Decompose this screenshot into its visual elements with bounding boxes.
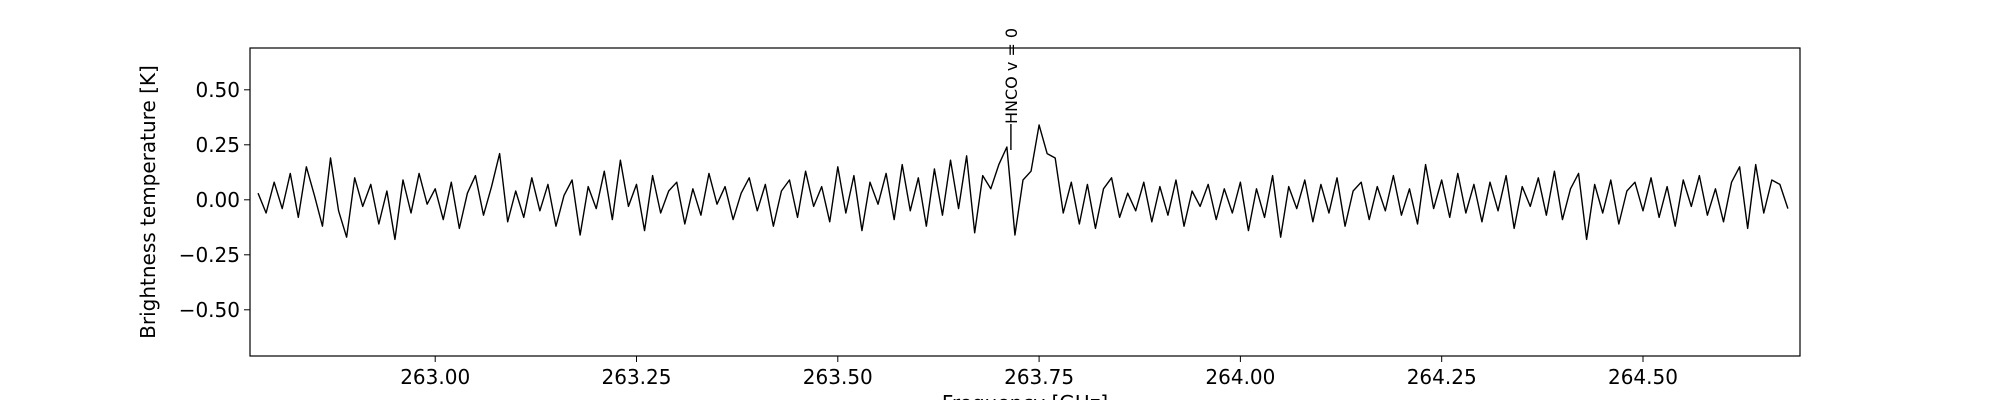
x-tick-label: 263.00 xyxy=(400,365,470,389)
spectrum-line xyxy=(257,124,1789,241)
x-tick-label: 263.25 xyxy=(602,365,672,389)
y-tick-label: 0.00 xyxy=(195,188,240,212)
x-tick-label: 264.50 xyxy=(1608,365,1678,389)
y-tick-label: −0.25 xyxy=(179,243,240,267)
y-tick-label: 0.50 xyxy=(195,78,240,102)
x-tick-label: 263.50 xyxy=(803,365,873,389)
y-tick-label: 0.25 xyxy=(195,133,240,157)
y-tick-label: −0.50 xyxy=(179,298,240,322)
y-axis-label: Brightness temperature [K] xyxy=(136,65,160,339)
plot-frame xyxy=(249,47,1801,357)
x-tick-label: 264.25 xyxy=(1407,365,1477,389)
x-tick-label: 264.00 xyxy=(1205,365,1275,389)
annotation-label: HNCO v = 0 xyxy=(1002,28,1021,124)
x-axis-label: Frequency [GHz] xyxy=(942,391,1108,400)
x-tick-label: 263.75 xyxy=(1004,365,1074,389)
